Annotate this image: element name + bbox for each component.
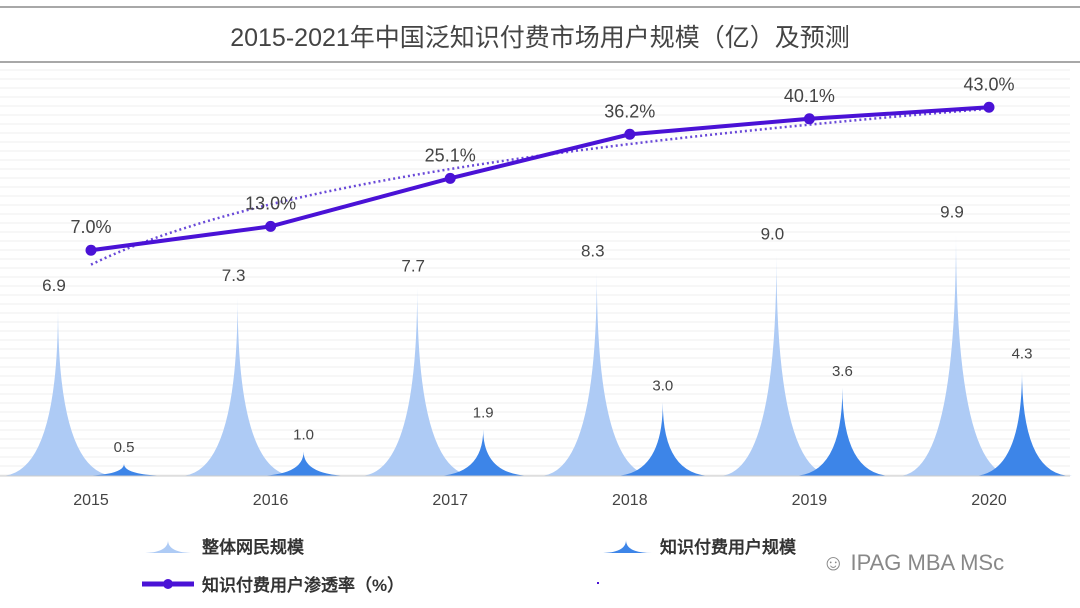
data-label-rate: 7.0% <box>70 217 111 237</box>
rate-point-2016 <box>265 220 277 232</box>
top-rule <box>0 6 1080 8</box>
bar-total-2017 <box>359 287 476 476</box>
bar-paid-2020 <box>972 370 1072 476</box>
bar-total-2020 <box>898 233 1014 476</box>
x-tick-label: 2016 <box>253 492 289 509</box>
trendline-legend-dot <box>597 582 599 584</box>
data-label-total: 8.3 <box>581 242 605 261</box>
data-label-rate: 13.0% <box>245 193 296 213</box>
data-label-total: 9.9 <box>940 202 964 221</box>
rate-line <box>90 105 990 253</box>
legend-label: 知识付费用户规模 <box>660 538 796 557</box>
data-label-rate: 43.0% <box>963 74 1014 94</box>
rate-point-2017 <box>444 172 456 184</box>
bar-total-2015 <box>0 306 116 476</box>
rate-point-2019 <box>803 113 815 125</box>
x-tick-label: 2019 <box>792 492 828 509</box>
data-label-rate: 36.2% <box>604 101 655 121</box>
bar-paid-2017 <box>433 429 534 476</box>
data-label-total: 7.3 <box>222 266 246 285</box>
x-tick-label: 2017 <box>432 492 468 509</box>
light-spike-icon <box>142 539 194 553</box>
data-label-paid: 1.0 <box>293 427 314 444</box>
x-tick-label: 2015 <box>73 492 109 509</box>
legend-item-rate: 知识付费用户渗透率（%） <box>142 571 404 596</box>
bar-total-2016 <box>179 297 296 476</box>
x-tick-label: 2020 <box>971 492 1007 509</box>
data-label-paid: 1.9 <box>473 404 494 421</box>
data-label-paid: 3.0 <box>652 378 673 395</box>
bar-paid-2015 <box>74 463 174 476</box>
data-label-paid: 3.6 <box>832 363 853 380</box>
chart-title: 2015-2021年中国泛知识付费市场用户规模（亿）及预测 <box>230 24 850 52</box>
data-label-total: 6.9 <box>42 276 66 295</box>
data-label-paid: 0.5 <box>114 439 135 456</box>
data-label-total: 7.7 <box>401 256 425 275</box>
title-rule <box>0 61 1080 63</box>
rate-point-2015 <box>85 244 97 256</box>
data-label-rate: 40.1% <box>784 86 835 106</box>
x-tick-label: 2018 <box>612 492 648 509</box>
rate-point-2020 <box>983 101 995 113</box>
bar-total-2019 <box>718 255 835 476</box>
watermark: ☺ IPAG MBA MSc <box>822 550 1005 575</box>
line-marker-icon <box>142 578 194 589</box>
dark-spike-icon <box>600 539 652 553</box>
bar-paid-2016 <box>253 451 354 476</box>
data-label-paid: 4.3 <box>1012 346 1033 363</box>
bar-paid-2019 <box>792 387 893 476</box>
data-label-total: 9.0 <box>761 225 785 244</box>
legend-label: 知识付费用户渗透率（%） <box>202 576 405 595</box>
legend-item-paid: 知识付费用户规模 <box>600 533 796 558</box>
legend-item-total: 整体网民规模 <box>142 533 304 558</box>
data-label-rate: 25.1% <box>425 145 476 165</box>
wechat-icon: ☺ <box>822 550 845 575</box>
bar-total-2018 <box>538 272 655 476</box>
legend-label: 整体网民规模 <box>202 538 304 557</box>
rate-point-2018 <box>624 128 636 140</box>
bar-paid-2018 <box>612 402 713 476</box>
